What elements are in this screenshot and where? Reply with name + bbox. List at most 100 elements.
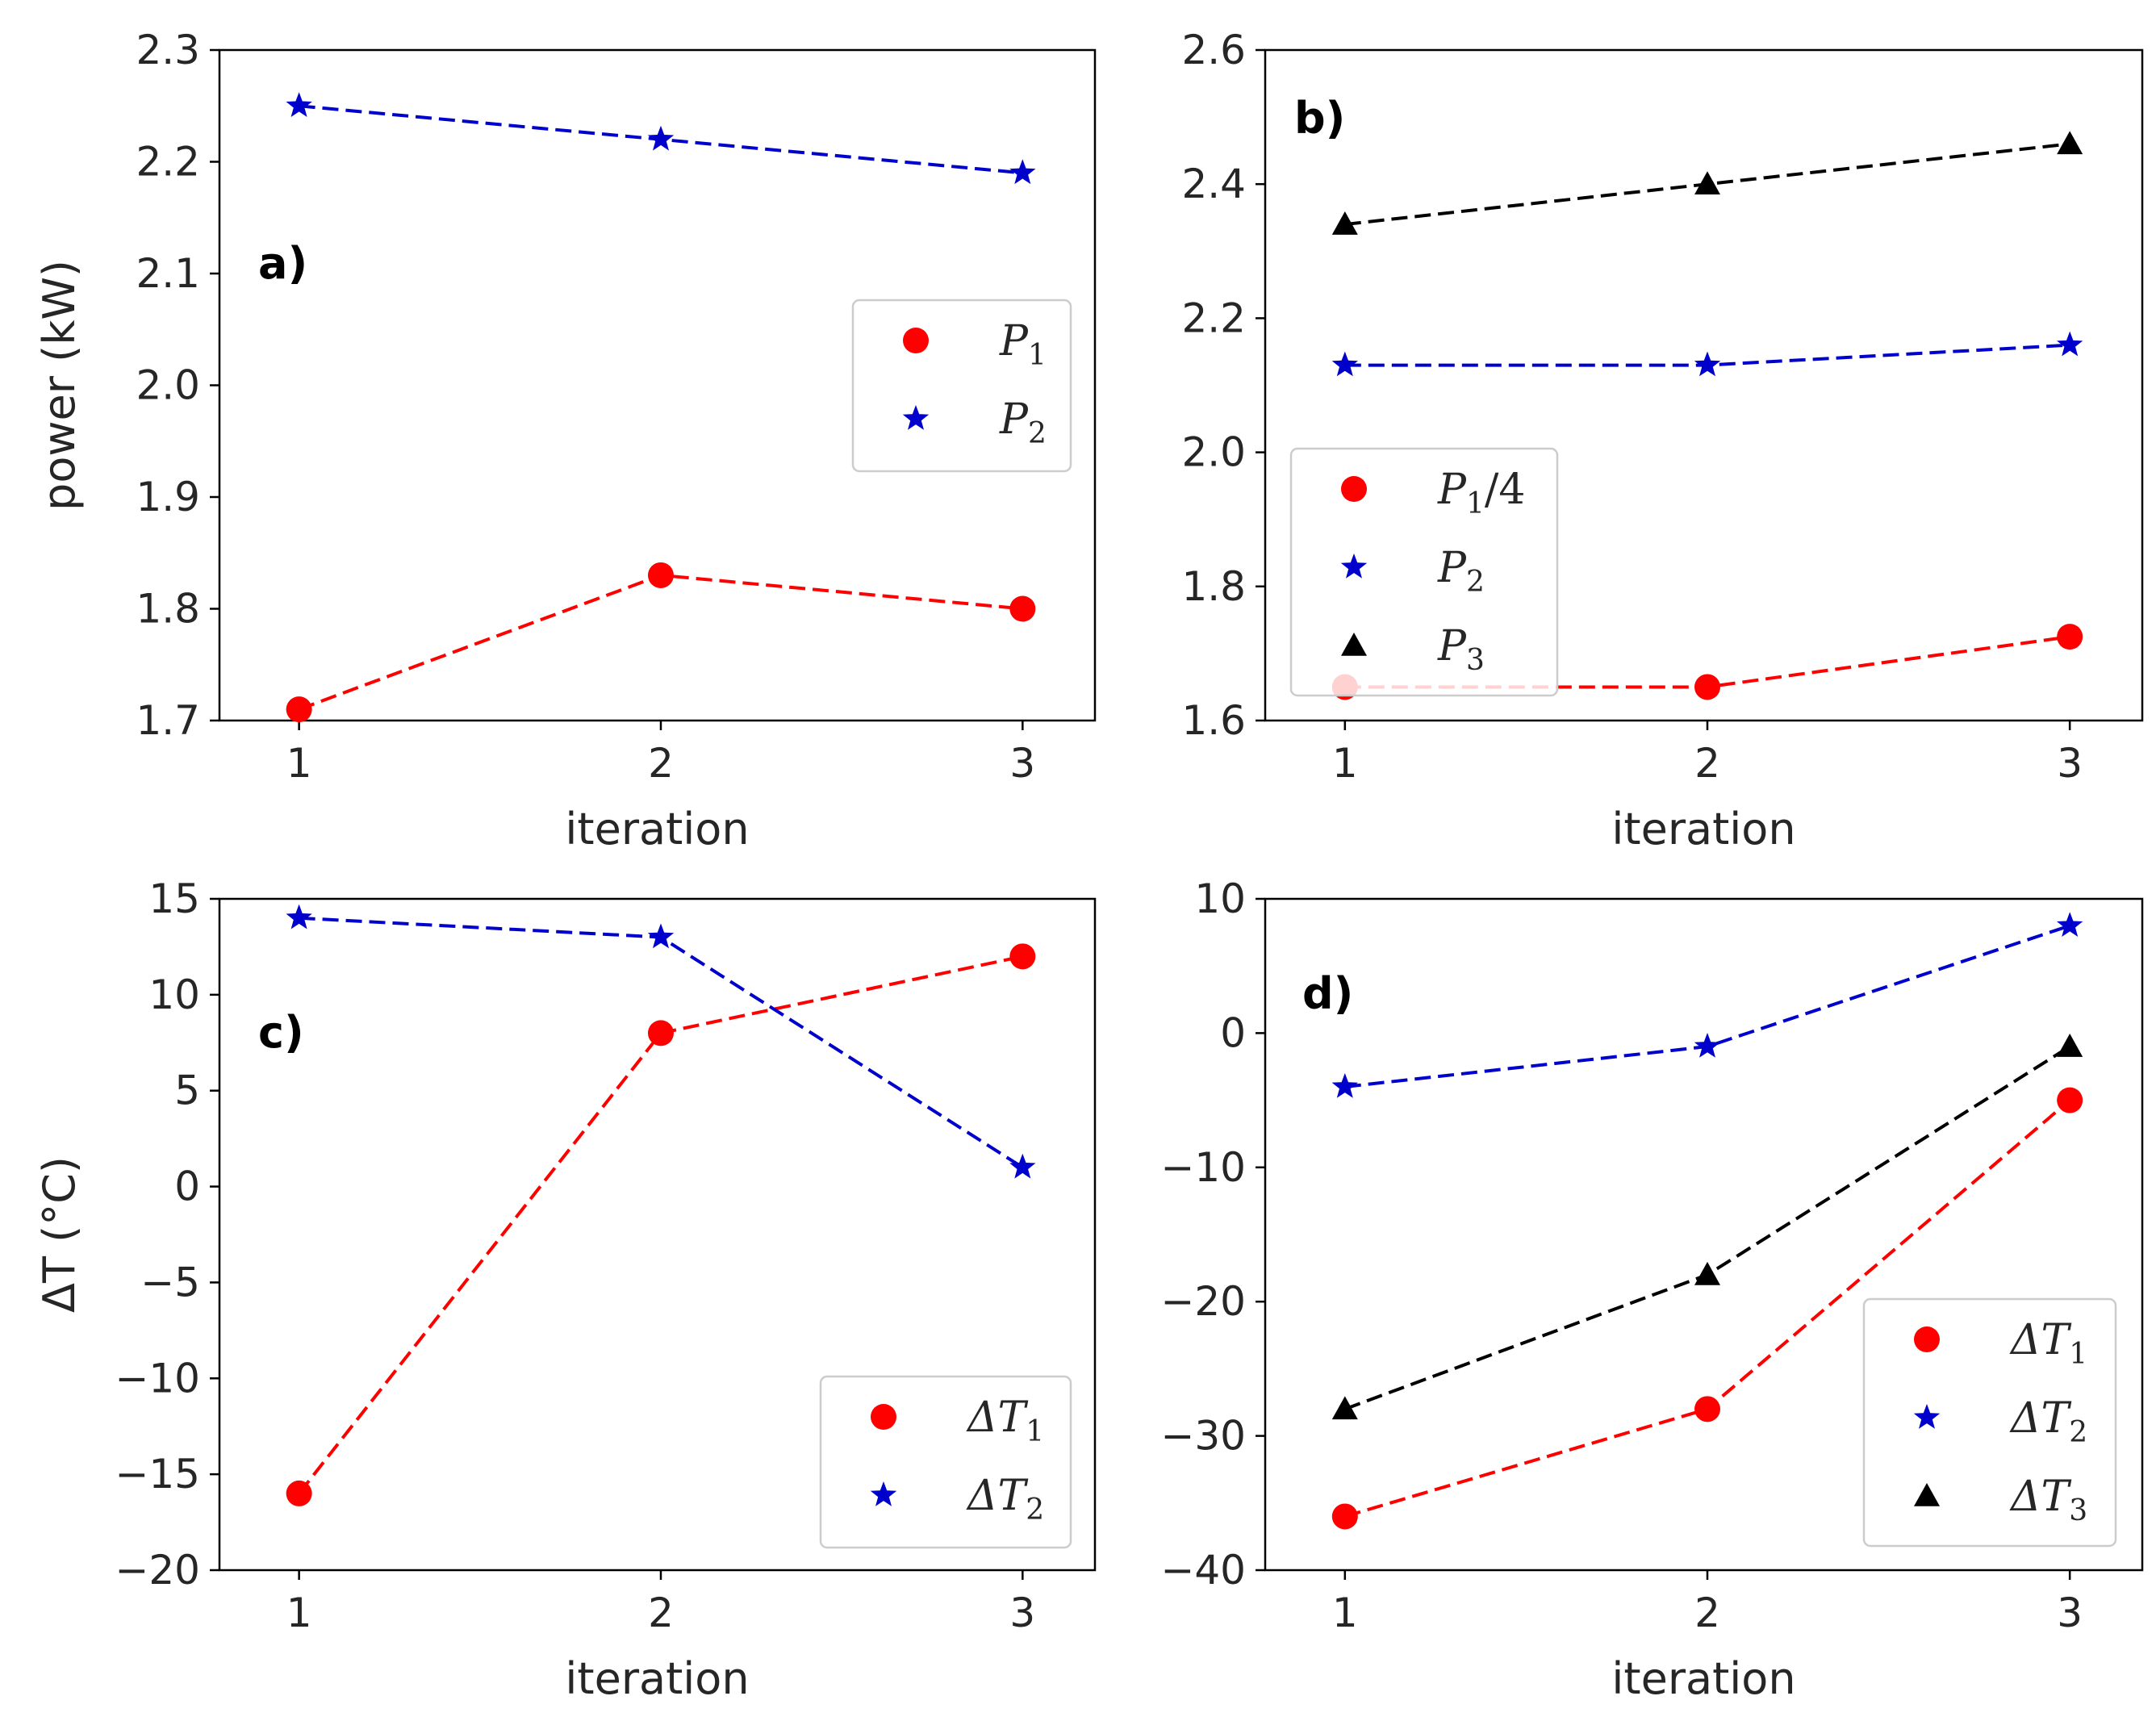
y-tick-label: 10: [148, 971, 200, 1018]
plot-frame: [1264, 897, 2144, 1572]
y-tick-label: −10: [1160, 1144, 1246, 1191]
legend-label: P1: [999, 317, 1047, 372]
x-tick-label: 2: [648, 740, 674, 787]
data-point: [1694, 1396, 1720, 1422]
y-axis-label: ΔT (°C): [34, 1156, 85, 1313]
y-tick-label: 2.1: [136, 250, 200, 297]
data-point: [1694, 351, 1721, 377]
x-tick-label: 3: [2057, 740, 2083, 787]
data-point: [1331, 351, 1358, 377]
legend-marker: [903, 328, 929, 353]
series-delta-T3: [1331, 1034, 2083, 1420]
legend-marker: [1341, 476, 1367, 502]
data-point: [1694, 674, 1720, 700]
data-point: [2057, 912, 2083, 937]
y-tick-label: 1.9: [136, 474, 200, 520]
x-tick-label: 1: [1332, 1590, 1358, 1636]
series-P2: [1331, 331, 2083, 377]
legend-marker: [1340, 554, 1368, 579]
series-P3: [1331, 131, 2083, 235]
legend-label: P1/4: [1437, 466, 1526, 520]
y-tick-label: 1.8: [1181, 563, 1246, 610]
legend-entry: P2: [1340, 544, 1485, 599]
panel-b: 1.6 1.8 2.0 2.2 2.4 2.6 1 2 3 iteration b) P1/4 P2 P3: [1181, 27, 2144, 854]
series-P2: [286, 92, 1036, 185]
legend-entry: ΔT2: [1913, 1394, 2087, 1449]
x-tick-label: 1: [286, 740, 312, 787]
data-point: [2057, 1087, 2083, 1113]
y-tick-label: 2.2: [1181, 295, 1246, 341]
plot-frame: [1264, 48, 2144, 722]
y-tick-label: 2.3: [136, 27, 200, 73]
y-tick-label: 1.8: [136, 586, 200, 633]
y-tick-label: 1.7: [136, 697, 200, 744]
x-axis-label: iteration: [565, 804, 749, 854]
legend-marker: [1913, 1404, 1941, 1429]
legend: ΔT1 ΔT2 ΔT3: [1862, 1297, 2117, 1548]
x-tick-label: 3: [1009, 740, 1035, 787]
legend-entry: ΔT1: [871, 1393, 1044, 1448]
legend-label: ΔT1: [966, 1393, 1044, 1448]
y-tick-label: 10: [1194, 875, 1246, 922]
panel-c: −20 −15 −10 −5 0 5 10 15 1 2 3 iteration ΔT (°C) c) ΔT…: [34, 875, 1097, 1704]
series-delta-T1: [286, 943, 1036, 1506]
series-delta-T2: [286, 904, 1036, 1179]
data-point: [286, 92, 312, 117]
x-tick-label: 1: [1332, 740, 1358, 787]
legend-entry: ΔT1: [1914, 1316, 2087, 1371]
y-tick-label: −15: [115, 1451, 200, 1498]
data-point: [286, 696, 312, 723]
data-point: [1694, 171, 1720, 194]
series-line: [298, 573, 1023, 712]
series-delta-T2: [1331, 912, 2083, 1098]
y-tick-label: 2.4: [1181, 161, 1246, 207]
panel-d: −40 −30 −20 −10 0 10 1 2 3 iteration d) ΔT1 ΔT2 ΔT3: [1160, 875, 2144, 1704]
legend-entry: P1/4: [1341, 466, 1526, 520]
x-axis-label: iteration: [565, 1653, 749, 1704]
data-point: [286, 1480, 312, 1506]
y-tick-label: −5: [140, 1259, 200, 1306]
panel-a: 1.7 1.8 1.9 2.0 2.1 2.2 2.3 1 2 3 iteration power (…: [34, 27, 1097, 854]
legend-label: ΔT2: [966, 1472, 1044, 1527]
y-tick-label: 5: [174, 1067, 200, 1114]
data-point: [647, 1020, 674, 1046]
data-point: [1694, 1033, 1721, 1058]
panel-label: d): [1302, 968, 1353, 1019]
x-tick-label: 2: [648, 1590, 674, 1636]
y-tick-label: 0: [174, 1163, 200, 1210]
legend-marker: [870, 1481, 897, 1506]
legend-box: [1289, 447, 1559, 697]
legend-entry: ΔT2: [870, 1472, 1044, 1527]
data-point: [2057, 624, 2083, 650]
legend-entry: ΔT3: [1914, 1473, 2087, 1527]
legend-marker: [1914, 1326, 1940, 1352]
data-point: [1331, 211, 1358, 235]
y-tick-label: −40: [1160, 1547, 1246, 1594]
data-point: [2057, 1034, 2083, 1057]
y-tick-label: 2.6: [1181, 27, 1246, 73]
y-tick-label: 15: [148, 875, 200, 922]
data-point: [2057, 331, 2083, 357]
legend-label: ΔT2: [2009, 1394, 2087, 1449]
y-tick-label: 0: [1220, 1009, 1246, 1056]
data-point: [647, 562, 674, 588]
y-tick-label: 2.0: [1181, 429, 1246, 476]
x-tick-label: 3: [2057, 1590, 2083, 1636]
series-delta-T1: [1331, 1087, 2083, 1530]
x-axis-label: iteration: [1611, 1653, 1795, 1704]
series-P1: [286, 562, 1036, 723]
plot-frame: [218, 897, 1097, 1572]
legend-label: ΔT3: [2009, 1473, 2087, 1527]
data-point: [647, 125, 675, 151]
data-point: [1009, 1153, 1036, 1179]
x-tick-label: 2: [1694, 1590, 1720, 1636]
legend-marker: [1914, 1483, 1940, 1506]
y-tick-label: −20: [115, 1547, 200, 1594]
legend-entry: P1: [903, 317, 1047, 372]
x-axis-label: iteration: [1611, 804, 1795, 854]
y-tick-label: −10: [115, 1355, 200, 1402]
legend-marker: [1341, 633, 1367, 656]
x-tick-label: 1: [286, 1590, 312, 1636]
